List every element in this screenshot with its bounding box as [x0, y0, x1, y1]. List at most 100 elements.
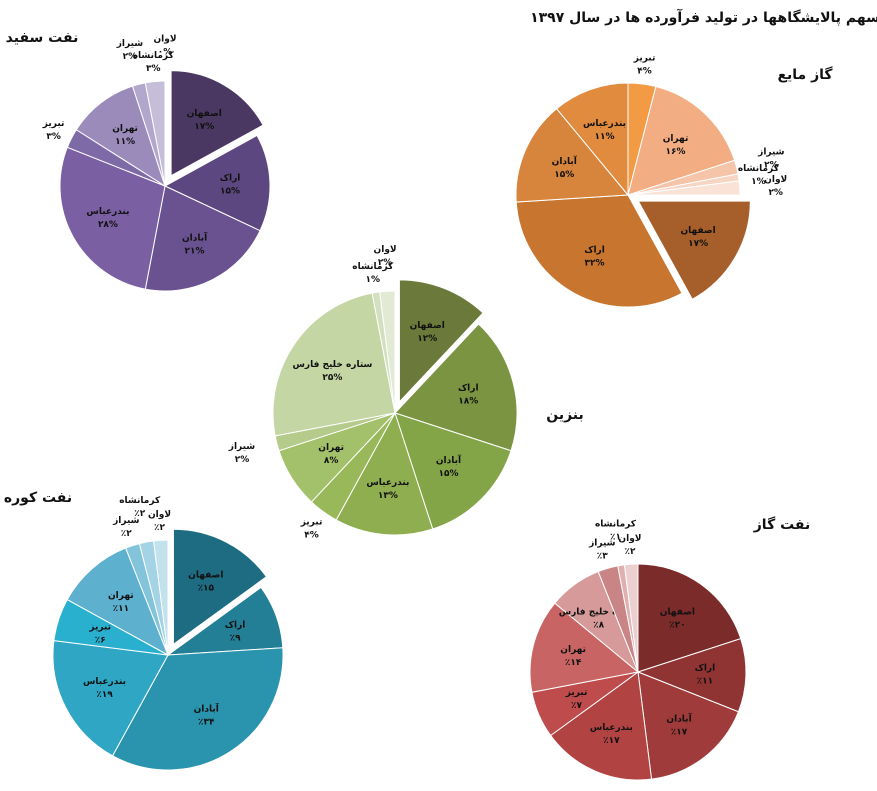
slice-label: تبریز	[633, 54, 656, 64]
slice-label: اراک	[584, 245, 605, 255]
pie-title: بنزین	[546, 407, 584, 423]
slice-value-label: ۱۶%	[666, 147, 686, 157]
slice-label: کرمانشاه	[352, 262, 394, 272]
pie-slice	[163, 134, 271, 232]
slice-value-label: ٪۲۰	[669, 620, 685, 630]
pie-title: نفت کوره	[4, 490, 72, 506]
pie-slice	[153, 539, 169, 656]
slice-label: شیراز	[757, 148, 785, 158]
slice-value-label: ۲۵%	[322, 373, 342, 383]
slice-value-label: ۲۸%	[98, 220, 118, 230]
slice-label: اصفهان	[410, 321, 445, 331]
slice-value-label: ۳%	[146, 64, 161, 74]
slice-label: شیراز	[112, 516, 140, 526]
pie-slice	[379, 290, 396, 414]
slice-value-label: ۴%	[304, 530, 319, 540]
slice-value-label: ٪۲	[134, 509, 145, 519]
pie-slice	[623, 563, 639, 673]
slice-label: لاوان	[618, 534, 641, 544]
slice-value-label: ۴%	[637, 67, 652, 77]
slice-value-label: ٪۱۴	[565, 658, 582, 668]
slice-value-label: ٪۱	[610, 532, 621, 542]
slice-label: اراک	[220, 173, 241, 183]
slice-label: اصفهان	[188, 570, 223, 580]
slice-value-label: ٪۳	[597, 552, 608, 562]
slice-label: تهران	[663, 134, 689, 144]
slice-value-label: ٪۱۷	[603, 736, 620, 746]
slice-value-label: ۲۱%	[185, 247, 205, 257]
slice-label: لاوان	[764, 175, 787, 185]
slice-label: کرمانشاه	[738, 164, 780, 174]
slice-label: کرمانشاه	[133, 51, 175, 61]
pie-slice	[394, 412, 512, 530]
slice-label: آبادان	[436, 454, 462, 466]
slice-value-label: ۰%	[158, 48, 173, 58]
slice-value-label: ٪۲	[624, 547, 635, 557]
pie-slice	[52, 640, 169, 757]
slice-value-label: ٪۷	[571, 701, 582, 711]
slice-value-label: ۱۱%	[594, 132, 614, 142]
slice-label: آبادان	[194, 703, 220, 715]
pie-slice	[75, 85, 166, 188]
slice-label: تهران	[108, 591, 134, 601]
slice-value-label: ۱۵%	[438, 469, 458, 479]
pie-slice	[170, 70, 264, 177]
slice-label: تبریز	[88, 622, 111, 632]
pie-slice	[636, 637, 747, 713]
pie-slice	[515, 107, 630, 203]
slice-label: آبادان	[666, 712, 692, 724]
slice-value-label: ٪۱۱	[113, 604, 129, 614]
slice-value-label: ٪۱۷	[671, 727, 688, 737]
slice-label: ستاره خلیج فارس	[293, 360, 373, 370]
slice-value-label: ۲%	[764, 161, 779, 171]
slice-label: کرمانشاه	[595, 519, 637, 529]
page-title: سهم پالایشگاهها در تولید فرآورده ها در س…	[530, 8, 877, 26]
slice-label: اراک	[458, 384, 479, 394]
slice-label: اصفهان	[660, 607, 695, 617]
slice-value-label: ۲%	[768, 188, 783, 198]
slice-label: تهران	[318, 443, 344, 453]
slice-value-label: ٪۱۹	[96, 690, 113, 700]
pie-slice	[172, 528, 268, 646]
slice-label: لاوان	[148, 510, 171, 520]
slice-value-label: ۱۳%	[378, 491, 398, 501]
slice-label: تبریز	[42, 119, 65, 129]
slice-value-label: ٪۲	[121, 529, 132, 539]
slice-value-label: ۲%	[123, 52, 138, 62]
pie-slice	[398, 279, 484, 404]
slice-value-label: ۱۸%	[458, 397, 478, 407]
pie-slice	[637, 563, 742, 673]
slice-label: بندرعباس	[83, 677, 126, 687]
slice-label: آبادان	[182, 232, 208, 244]
pie-slice	[637, 200, 751, 300]
pie-slice	[627, 180, 741, 196]
slice-label: اراک	[225, 620, 246, 630]
slice-value-label: ٪۱۱	[697, 677, 713, 687]
slice-label: اراک	[695, 664, 716, 674]
slice-value-label: ۱۱%	[115, 137, 135, 147]
slice-label: تهران	[112, 124, 138, 134]
slice-value-label: ٪۱۵	[198, 583, 215, 593]
pie-title: گاز مایع	[777, 66, 833, 83]
slice-label: لاوان	[374, 245, 397, 255]
slice-label: بندرعباس	[366, 478, 409, 488]
slice-value-label: ۸%	[324, 456, 339, 466]
slice-value-label: ٪۳۴	[198, 718, 215, 728]
slice-value-label: ۱%	[366, 275, 381, 285]
pie-slice	[515, 194, 683, 308]
slice-label: بندرعباس	[590, 723, 633, 733]
slice-value-label: ۳۲%	[585, 258, 605, 268]
slice-label: شیراز	[116, 39, 144, 49]
pie-slice	[637, 671, 740, 780]
pie-slice	[335, 411, 434, 536]
slice-label: تهران	[560, 645, 586, 655]
slice-label: اصفهان	[187, 109, 222, 119]
slice-value-label: ۳%	[46, 132, 61, 142]
pie-slice	[59, 146, 166, 290]
slice-label: شیراز	[588, 539, 616, 549]
slice-value-label: ٪۲	[154, 523, 165, 533]
pie-title: نفت سفید	[6, 30, 79, 46]
pie-slice	[272, 292, 396, 437]
slice-label: تبریز	[300, 517, 323, 527]
